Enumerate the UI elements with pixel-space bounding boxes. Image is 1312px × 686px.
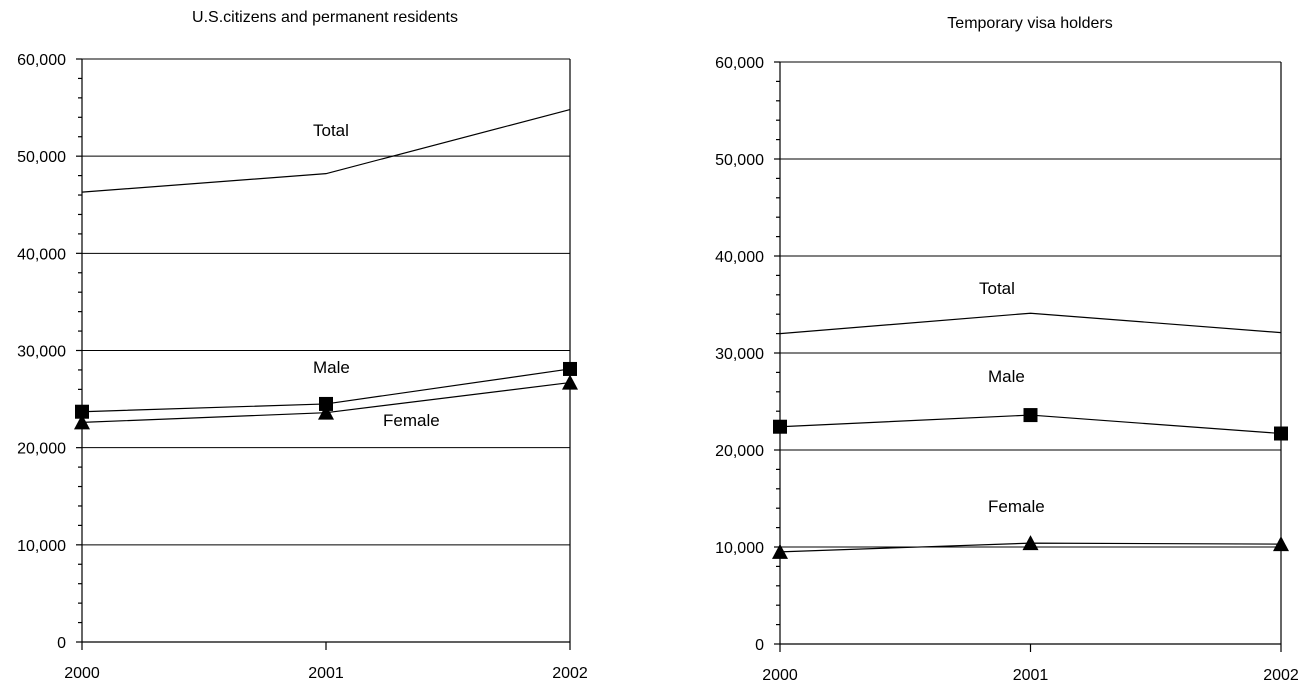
series-line-total [779, 312, 1282, 335]
data-point-male [319, 396, 333, 411]
y-tick-label: 50,000 [715, 152, 764, 169]
chart-panel-temporary-visa: Temporary visa holders 0 10,000 20,000 30,0… [715, 15, 1299, 684]
x-tick-label: 2002 [552, 665, 588, 682]
y-tick-label: 30,000 [17, 344, 66, 361]
y-tick-label: 40,000 [715, 249, 764, 266]
chart-title: Temporary visa holders [947, 15, 1112, 32]
x-tick-label: 2001 [1013, 667, 1049, 684]
y-tick-label: 40,000 [17, 246, 66, 263]
y-tick-label: 10,000 [715, 540, 764, 557]
y-tick-label: 50,000 [17, 149, 66, 166]
x-tick-label: 2000 [64, 665, 100, 682]
chart-title: U.S.citizens and permanent residents [192, 9, 458, 26]
data-point-female [772, 543, 788, 559]
series-label-female: Female [988, 497, 1045, 516]
data-point-male [75, 404, 89, 419]
data-point-female [1273, 536, 1289, 552]
data-point-female [562, 374, 578, 390]
series-label-male: Male [313, 358, 350, 377]
series-line-total [81, 108, 571, 193]
x-tick-label: 2000 [762, 667, 798, 684]
y-tick-label: 0 [755, 637, 764, 654]
y-tick-label: 30,000 [715, 346, 764, 363]
y-tick-label: 60,000 [17, 52, 66, 69]
x-tick-label: 2001 [308, 665, 344, 682]
data-point-male [1274, 426, 1288, 441]
data-point-female [74, 414, 90, 430]
series-label-female: Female [383, 411, 440, 430]
series-label-total: Total [979, 279, 1015, 298]
y-tick-label: 60,000 [715, 55, 764, 72]
data-point-male [773, 419, 787, 434]
data-point-female [1022, 535, 1039, 551]
data-point-female [318, 404, 334, 420]
x-tick-label: 2002 [1263, 667, 1299, 684]
y-tick-label: 10,000 [17, 538, 66, 555]
data-point-male [563, 361, 577, 376]
y-tick-label: 20,000 [715, 443, 764, 460]
series-label-male: Male [988, 367, 1025, 386]
data-point-male [1023, 408, 1038, 423]
y-tick-label: 20,000 [17, 441, 66, 458]
y-tick-label: 0 [57, 635, 66, 652]
series-label-total: Total [313, 121, 349, 140]
chart-panel-us-citizens: U.S.citizens and permanent residents 0 10… [17, 9, 588, 682]
